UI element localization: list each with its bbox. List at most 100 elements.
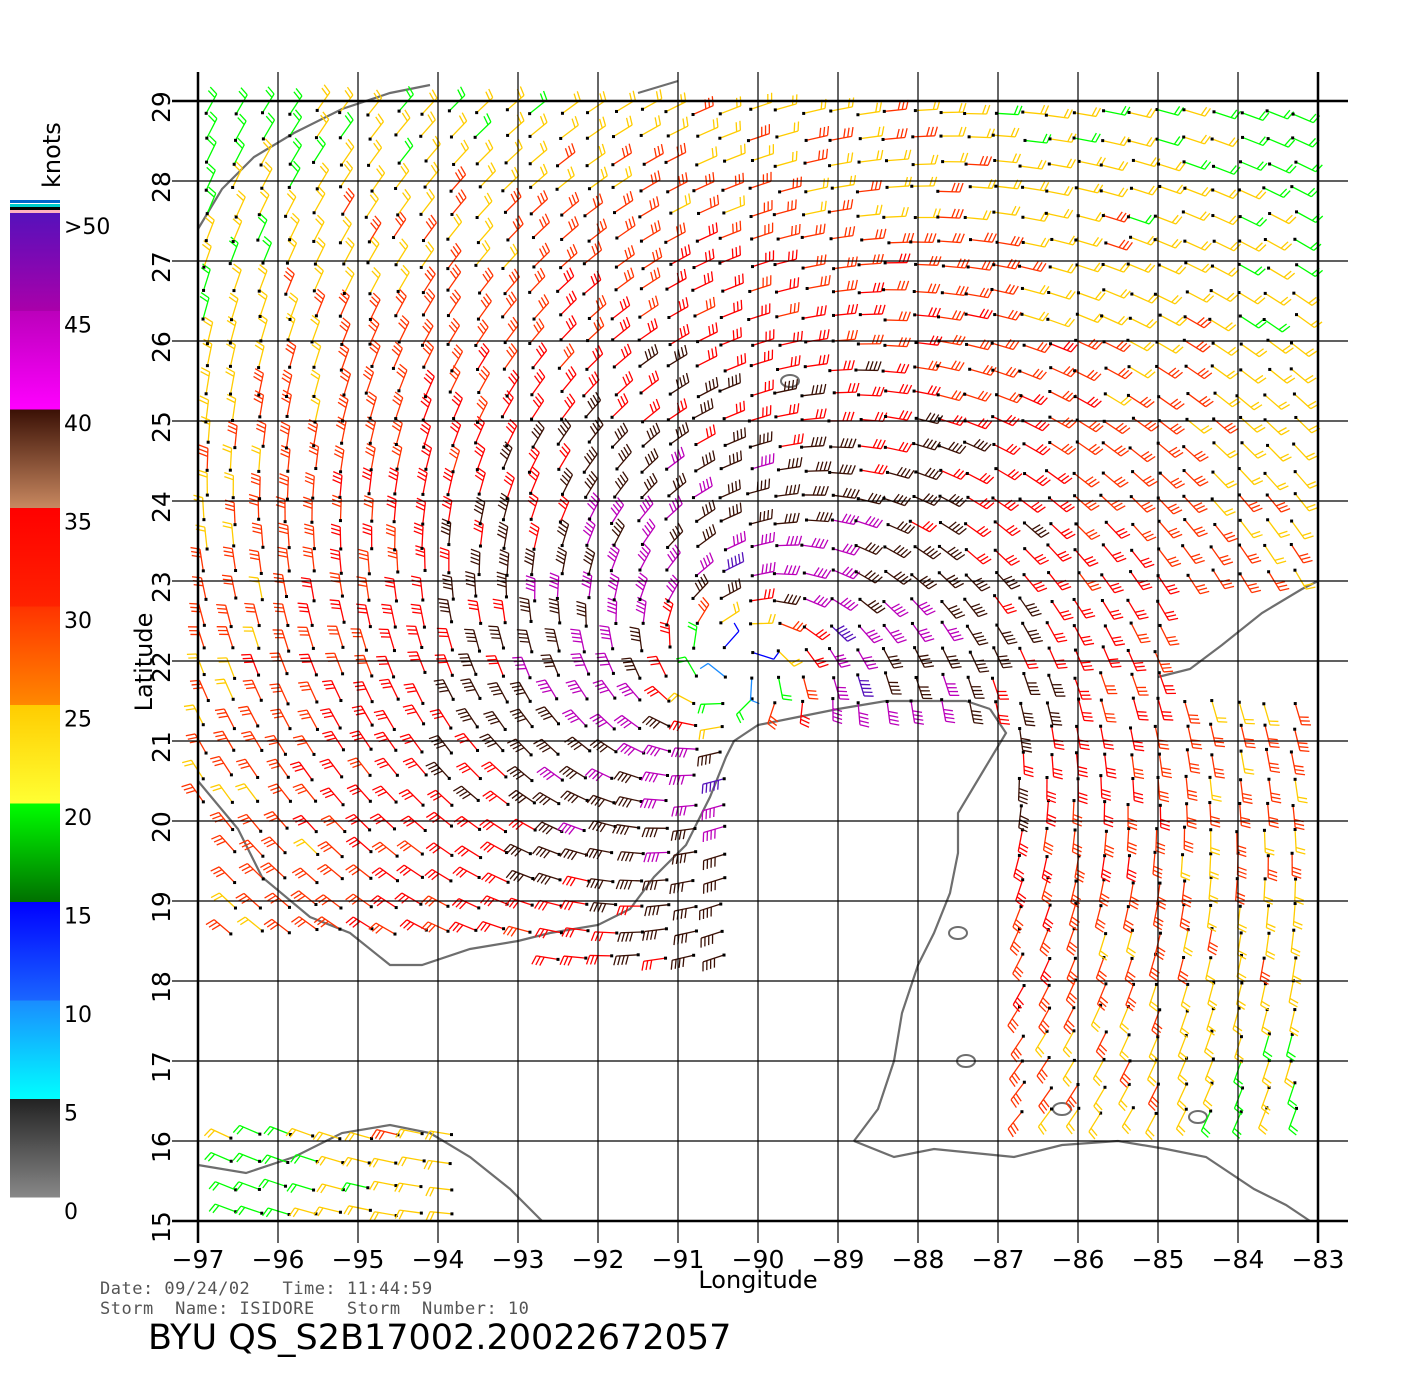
wind-barb xyxy=(394,289,407,318)
wind-barb xyxy=(1073,369,1102,382)
wind-barb xyxy=(325,652,345,676)
coastline-segment xyxy=(197,699,991,967)
wind-barb xyxy=(1237,700,1255,725)
wind-barb xyxy=(672,905,698,921)
wind-barb xyxy=(203,316,214,346)
wind-barb xyxy=(1153,292,1183,305)
wind-barb xyxy=(702,876,727,894)
wind-barb xyxy=(638,295,659,319)
wind-barb xyxy=(497,521,509,550)
wind-barb xyxy=(697,750,722,767)
wind-barb xyxy=(450,344,464,373)
wind-barb xyxy=(1042,903,1054,933)
wind-barb xyxy=(805,275,831,290)
wind-barb xyxy=(1212,109,1242,120)
wind-barb xyxy=(261,86,275,115)
wind-barb xyxy=(969,232,997,243)
wind-barb xyxy=(1022,442,1051,456)
wind-barb xyxy=(524,548,536,577)
wind-barb xyxy=(992,442,1021,456)
wind-barb xyxy=(1104,520,1131,539)
wind-barb xyxy=(1210,364,1239,380)
latitude-tick: 24 xyxy=(147,491,176,523)
wind-barb xyxy=(474,442,486,472)
wind-barb xyxy=(449,112,468,139)
wind-barb xyxy=(750,222,774,241)
wind-barb xyxy=(231,160,243,189)
wind-barb xyxy=(1262,1032,1273,1061)
wind-barb xyxy=(965,471,995,485)
wind-barb xyxy=(1101,441,1130,457)
wind-barb xyxy=(828,647,851,668)
wind-barb xyxy=(307,419,319,448)
wind-barb xyxy=(1098,932,1109,961)
wind-barb xyxy=(641,398,661,424)
wind-barb xyxy=(801,254,827,270)
wind-barb xyxy=(528,90,548,116)
wind-barb xyxy=(193,494,206,522)
wind-barb xyxy=(1185,290,1215,303)
wind-barb xyxy=(1206,1007,1217,1036)
wind-barb xyxy=(528,466,540,495)
wind-barb xyxy=(396,188,412,217)
wind-barb xyxy=(1010,1080,1026,1108)
wind-barb xyxy=(1075,440,1104,456)
wind-barb xyxy=(691,476,713,500)
wind-barb xyxy=(967,128,996,139)
wind-barb xyxy=(505,369,520,398)
longitude-tick: −91 xyxy=(652,1245,705,1274)
wind-barb xyxy=(532,845,561,859)
wind-barb xyxy=(1260,1086,1271,1115)
wind-barb xyxy=(534,927,563,939)
wind-barb xyxy=(353,681,374,704)
wind-barb xyxy=(963,438,992,452)
wind-barb xyxy=(831,543,861,556)
colorbar-segment xyxy=(10,1098,60,1198)
wind-barb xyxy=(473,519,484,548)
wind-barb xyxy=(1073,548,1099,567)
wind-barb xyxy=(940,285,969,297)
wind-barb xyxy=(642,143,664,166)
wind-barb xyxy=(966,260,995,271)
wind-barb xyxy=(368,292,381,321)
wind-barb xyxy=(1238,239,1267,252)
wind-barb xyxy=(884,671,902,695)
wind-barb xyxy=(586,878,615,890)
wind-barb xyxy=(559,116,579,140)
wind-barb xyxy=(646,655,668,678)
wind-barb xyxy=(856,492,886,505)
wind-barb xyxy=(1021,181,1050,192)
wind-barb xyxy=(639,220,661,243)
wind-barb xyxy=(425,811,453,828)
colorbar-label: 0 xyxy=(64,1200,78,1225)
colorbar-label: 30 xyxy=(64,609,92,634)
wind-barb xyxy=(263,918,291,935)
wind-barb xyxy=(1263,291,1292,306)
wind-barb xyxy=(884,410,913,421)
wind-barb xyxy=(204,1151,233,1163)
coastline-layer xyxy=(197,79,1319,1222)
wind-barb xyxy=(371,867,399,883)
wind-barb xyxy=(614,796,643,808)
wind-barb xyxy=(803,594,832,608)
wind-barb xyxy=(582,446,598,474)
wind-barb xyxy=(856,648,879,670)
wind-barb xyxy=(320,815,347,834)
wind-barb xyxy=(557,822,586,835)
wind-barb xyxy=(585,116,607,140)
wind-barb xyxy=(1210,264,1240,277)
wind-barb xyxy=(613,714,642,730)
latitude-tick: 21 xyxy=(147,731,176,763)
wind-barb xyxy=(502,343,518,371)
wind-barb xyxy=(1182,106,1212,117)
wind-barb xyxy=(802,625,831,641)
wind-barb xyxy=(257,289,268,318)
wind-barb xyxy=(1018,596,1042,617)
wind-barb xyxy=(941,672,960,696)
wind-barb xyxy=(289,761,314,782)
wind-barb xyxy=(410,603,426,629)
wind-barb xyxy=(749,200,773,219)
wind-barb xyxy=(1131,416,1160,432)
wind-barb xyxy=(719,578,742,600)
wind-barb xyxy=(232,1124,262,1136)
